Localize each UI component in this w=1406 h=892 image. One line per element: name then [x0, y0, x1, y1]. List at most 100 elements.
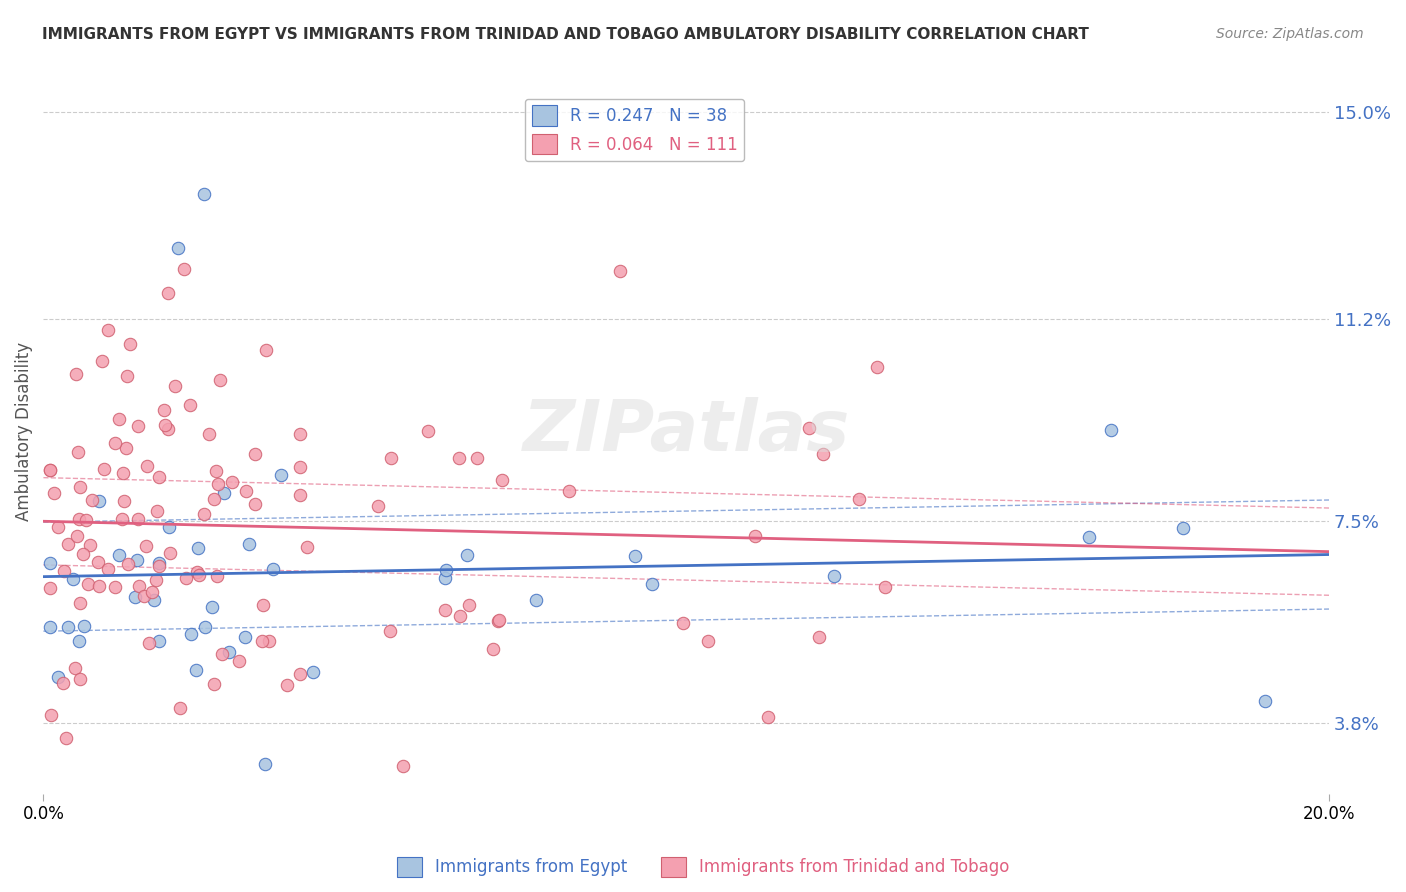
Point — [290, 426, 312, 441]
Point — [38, 556, 60, 570]
Point — [211, 648, 233, 662]
Point — [212, 485, 235, 500]
Point — [97, 562, 120, 576]
Point — [301, 665, 323, 680]
Point — [1099, 423, 1122, 437]
Point — [127, 512, 149, 526]
Point — [418, 424, 440, 438]
Point — [367, 499, 389, 513]
Point — [252, 598, 274, 612]
Point — [201, 599, 224, 614]
Point — [169, 700, 191, 714]
Point — [38, 463, 60, 477]
Legend: R = 0.247   N = 38, R = 0.064   N = 111: R = 0.247 N = 38, R = 0.064 N = 111 — [524, 99, 745, 161]
Point — [209, 374, 232, 388]
Point — [1078, 530, 1101, 544]
Point — [866, 360, 889, 375]
Point — [38, 581, 60, 595]
Point — [465, 450, 488, 465]
Point — [146, 504, 169, 518]
Point — [524, 592, 547, 607]
Point — [163, 379, 186, 393]
Point — [221, 475, 243, 489]
Point — [38, 620, 60, 634]
Point — [55, 731, 77, 745]
Point — [243, 447, 266, 461]
Point — [138, 636, 160, 650]
Legend: Immigrants from Egypt, Immigrants from Trinidad and Tobago: Immigrants from Egypt, Immigrants from T… — [389, 850, 1017, 884]
Point — [447, 450, 470, 465]
Point — [69, 672, 91, 686]
Point — [297, 540, 319, 554]
Point — [153, 417, 176, 432]
Point — [228, 654, 250, 668]
Point — [148, 634, 170, 648]
Point — [124, 590, 146, 604]
Point — [235, 483, 257, 498]
Point — [103, 436, 125, 450]
Point — [120, 336, 142, 351]
Point — [145, 574, 167, 588]
Point — [128, 579, 150, 593]
Point — [46, 670, 69, 684]
Point — [873, 580, 896, 594]
Point — [97, 323, 120, 337]
Point — [67, 511, 90, 525]
Text: Source: ZipAtlas.com: Source: ZipAtlas.com — [1216, 27, 1364, 41]
Point — [73, 619, 96, 633]
Point — [69, 480, 91, 494]
Point — [254, 757, 277, 772]
Point — [194, 620, 217, 634]
Point — [72, 547, 94, 561]
Point — [488, 613, 510, 627]
Point — [56, 620, 79, 634]
Point — [205, 464, 228, 478]
Point — [41, 708, 63, 723]
Point — [380, 451, 402, 466]
Point — [1254, 694, 1277, 708]
Point — [69, 596, 91, 610]
Point — [167, 242, 190, 256]
Point — [202, 676, 225, 690]
Point — [813, 447, 835, 461]
Point — [104, 580, 127, 594]
Point — [744, 528, 766, 542]
Point — [186, 565, 208, 579]
Point — [198, 427, 221, 442]
Point — [127, 419, 149, 434]
Point — [107, 548, 129, 562]
Point — [188, 568, 211, 582]
Point — [115, 441, 138, 455]
Text: IMMIGRANTS FROM EGYPT VS IMMIGRANTS FROM TRINIDAD AND TOBAGO AMBULATORY DISABILI: IMMIGRANTS FROM EGYPT VS IMMIGRANTS FROM… — [42, 27, 1090, 42]
Point — [87, 555, 110, 569]
Point — [174, 571, 197, 585]
Point — [156, 422, 179, 436]
Point — [148, 556, 170, 570]
Point — [641, 577, 664, 591]
Point — [93, 461, 115, 475]
Point — [243, 497, 266, 511]
Point — [52, 676, 75, 690]
Point — [111, 511, 134, 525]
Point — [148, 558, 170, 573]
Point — [254, 343, 277, 358]
Point — [797, 421, 820, 435]
Point — [63, 661, 86, 675]
Point — [136, 458, 159, 473]
Point — [58, 537, 80, 551]
Point — [207, 569, 229, 583]
Point — [52, 564, 75, 578]
Point — [697, 634, 720, 648]
Point — [38, 463, 60, 477]
Point — [66, 445, 89, 459]
Point — [193, 507, 215, 521]
Point — [156, 285, 179, 300]
Point — [193, 186, 215, 201]
Point — [288, 487, 311, 501]
Point — [252, 633, 274, 648]
Point — [609, 264, 631, 278]
Point — [202, 492, 225, 507]
Point — [75, 514, 97, 528]
Point — [288, 667, 311, 681]
Point — [112, 466, 135, 480]
